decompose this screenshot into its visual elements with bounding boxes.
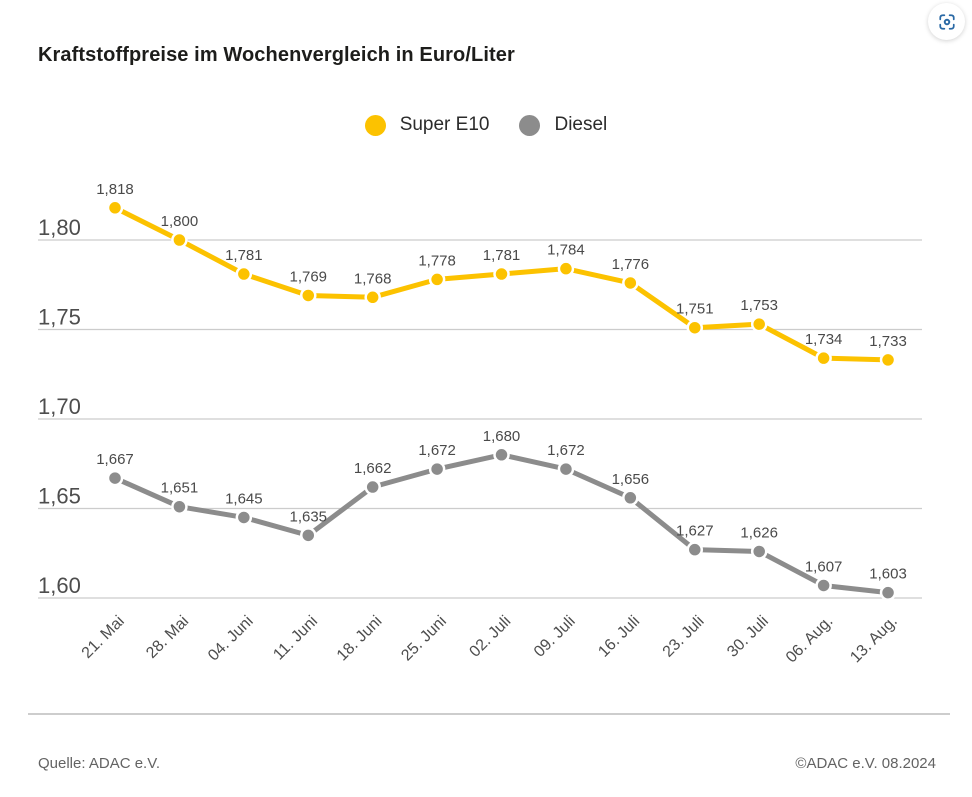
page-title: Kraftstoffpreise im Wochenvergleich in E… (38, 44, 515, 66)
footer: Quelle: ADAC e.V. ©ADAC e.V. 08.2024 (38, 755, 936, 772)
data-point-label: 1,781 (225, 247, 263, 264)
data-point (622, 489, 639, 507)
data-point-label: 1,768 (354, 270, 392, 287)
data-point (815, 577, 832, 594)
data-point-label: 1,645 (225, 490, 263, 507)
data-point-label: 1,784 (547, 242, 585, 259)
x-axis-label: 23. Juli (660, 613, 708, 661)
price-line-chart: 1,80 1,75 1,70 1,65 1,60 1,818 1,800 1,781 1,769… (38, 181, 922, 667)
data-point-label: 1,753 (740, 297, 778, 314)
data-point (622, 274, 639, 292)
data-point (879, 584, 897, 601)
data-point (493, 265, 510, 283)
data-point-label: 1,626 (740, 524, 778, 541)
data-point (235, 509, 253, 526)
legend-marker-super-e10-icon (364, 114, 386, 136)
data-point (300, 527, 317, 544)
x-axis-label: 30. Juli (724, 613, 772, 661)
x-axis-label: 21. Mai (79, 613, 128, 662)
x-axis-label: 25. Juni (398, 613, 450, 665)
y-axis-label: 1,75 (38, 305, 81, 330)
data-point (879, 351, 897, 369)
data-point-label: 1,635 (289, 508, 327, 525)
x-axis-label: 06. Aug. (783, 613, 837, 667)
data-point-label: 1,751 (676, 301, 714, 318)
data-point (171, 498, 188, 515)
data-point (686, 319, 704, 336)
data-point (815, 349, 832, 367)
data-point (557, 460, 575, 478)
data-point (557, 260, 575, 277)
scan-frame-icon (938, 13, 955, 30)
data-point (428, 271, 446, 288)
data-point (171, 231, 188, 249)
data-point (750, 543, 768, 560)
series-line-super-e10 (112, 205, 891, 363)
chart-legend: Super E10 Diesel (0, 114, 972, 136)
scan-button[interactable] (928, 3, 965, 40)
data-point-label: 1,667 (96, 451, 134, 468)
footer-divider (28, 713, 950, 715)
data-point-label: 1,778 (418, 252, 456, 269)
data-point (750, 315, 768, 333)
x-axis-label: 02. Juli (466, 613, 514, 661)
copyright-text: ©ADAC e.V. 08.2024 (795, 755, 936, 772)
data-point-label: 1,776 (612, 256, 650, 273)
data-point-label: 1,672 (418, 442, 456, 459)
x-axis-label: 09. Juli (531, 613, 579, 661)
data-point (686, 541, 704, 558)
data-point (106, 469, 124, 487)
data-point-label: 1,818 (96, 181, 134, 198)
data-point (300, 287, 317, 304)
y-axis-label: 1,60 (38, 573, 81, 598)
legend-label-diesel: Diesel (554, 114, 608, 135)
data-point-label: 1,651 (161, 480, 199, 497)
legend-item-diesel: Diesel (519, 114, 607, 136)
legend-label-super-e10: Super E10 (399, 114, 490, 135)
y-axis-label: 1,80 (38, 215, 81, 240)
data-point-label: 1,769 (289, 268, 327, 285)
x-axis-label: 18. Juni (334, 613, 386, 665)
data-point-label: 1,662 (354, 460, 392, 477)
data-point (493, 446, 510, 464)
data-point (428, 460, 446, 478)
x-axis-label: 04. Juni (205, 613, 257, 665)
data-point-label: 1,734 (805, 331, 843, 348)
data-point (106, 199, 124, 217)
data-point-label: 1,781 (483, 247, 521, 264)
data-point-label: 1,680 (483, 428, 521, 445)
x-axis-label: 28. Mai (143, 613, 192, 662)
y-axis-label: 1,65 (38, 484, 81, 509)
x-axis-label: 13. Aug. (847, 613, 901, 667)
data-point-label: 1,627 (676, 523, 714, 540)
data-point (364, 289, 381, 306)
y-axis-label: 1,70 (38, 394, 81, 419)
legend-marker-diesel-icon (519, 114, 541, 136)
data-point (235, 265, 253, 283)
data-point-label: 1,672 (547, 442, 585, 459)
data-point-label: 1,656 (612, 471, 650, 488)
x-axis-label: 16. Juli (595, 613, 643, 661)
data-point-label: 1,603 (869, 566, 907, 583)
x-axis-label: 11. Juni (270, 613, 321, 664)
data-point (364, 478, 381, 496)
legend-item-super-e10: Super E10 (364, 114, 490, 136)
data-point-label: 1,800 (161, 213, 199, 230)
data-point-label: 1,607 (805, 558, 843, 575)
source-text: Quelle: ADAC e.V. (38, 755, 161, 772)
data-point-label: 1,733 (869, 333, 907, 350)
